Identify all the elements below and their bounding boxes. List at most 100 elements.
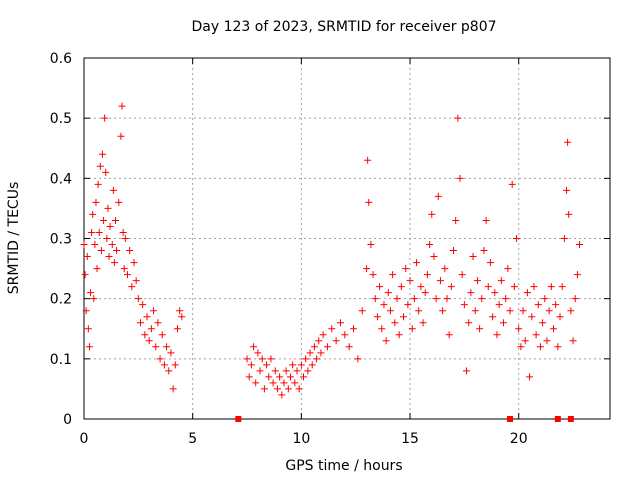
data-point	[384, 289, 392, 297]
x-tick-label: 20	[510, 431, 528, 447]
y-tick-label: 0.5	[50, 111, 72, 127]
data-point	[506, 307, 514, 315]
data-point	[302, 355, 310, 363]
data-point	[465, 319, 473, 327]
data-point	[469, 253, 477, 261]
data-point	[510, 283, 518, 291]
data-point	[91, 241, 99, 249]
x-tick-label: 5	[188, 431, 197, 447]
data-point	[476, 325, 484, 333]
data-point	[110, 259, 118, 267]
data-point	[571, 295, 579, 303]
data-point	[118, 102, 126, 110]
y-tick-label: 0.4	[50, 171, 72, 187]
data-point	[286, 373, 294, 381]
data-point	[454, 114, 462, 122]
data-point	[400, 313, 408, 321]
data-point	[452, 216, 460, 224]
data-point	[560, 235, 568, 242]
data-point	[96, 162, 104, 170]
data-point	[173, 325, 181, 333]
y-tick-label: 0.1	[50, 352, 72, 368]
data-point	[539, 319, 547, 327]
data-point	[364, 156, 372, 164]
data-point	[478, 295, 486, 303]
data-point	[336, 319, 344, 327]
data-point	[389, 271, 397, 279]
data-point	[447, 283, 455, 291]
y-tick-label: 0.3	[50, 232, 72, 248]
data-point	[380, 301, 388, 309]
data-point	[517, 343, 525, 351]
data-point	[341, 331, 349, 339]
y-tick-label: 0.2	[50, 292, 72, 308]
data-point	[367, 241, 375, 249]
gap-marker	[235, 416, 242, 422]
data-point	[549, 325, 557, 333]
data-point	[528, 313, 536, 321]
data-point	[139, 301, 147, 309]
data-point	[128, 283, 136, 291]
data-point	[150, 307, 158, 315]
data-point	[489, 313, 497, 321]
chart-title: Day 123 of 2023, SRMTID for receiver p80…	[191, 19, 496, 35]
data-point	[371, 295, 379, 303]
data-point	[499, 319, 507, 327]
data-point	[541, 295, 549, 303]
data-point	[163, 343, 171, 351]
data-point	[480, 247, 488, 255]
data-point	[415, 307, 423, 315]
data-point	[103, 235, 111, 242]
data-point	[300, 373, 308, 381]
data-point	[247, 361, 255, 369]
data-point	[82, 307, 90, 315]
data-point	[439, 307, 447, 315]
data-point	[101, 114, 109, 122]
data-point	[273, 385, 281, 393]
data-point	[267, 355, 275, 363]
data-point	[319, 331, 327, 339]
data-point	[113, 247, 121, 255]
data-point	[97, 247, 105, 255]
data-point	[493, 331, 501, 339]
data-point	[523, 289, 531, 297]
data-point	[436, 277, 444, 285]
data-point	[402, 265, 410, 273]
data-point	[115, 198, 123, 206]
data-point	[404, 301, 412, 309]
data-point	[104, 204, 112, 212]
data-point	[432, 295, 440, 303]
data-point	[271, 367, 279, 375]
data-point	[87, 289, 95, 297]
data-point	[83, 253, 91, 261]
data-point	[526, 373, 534, 381]
data-point	[406, 277, 414, 285]
data-point	[373, 313, 381, 321]
data-point	[530, 283, 538, 291]
y-axis-label: SRMTID / TECUs	[6, 182, 22, 295]
data-point	[145, 337, 153, 345]
data-point	[456, 174, 464, 182]
data-point	[130, 259, 138, 267]
data-point	[564, 138, 572, 146]
data-point	[293, 367, 301, 375]
data-point	[176, 307, 184, 315]
x-axis-label: GPS time / hours	[285, 458, 402, 474]
data-point	[513, 235, 521, 242]
data-point	[94, 180, 102, 188]
data-point	[308, 361, 316, 369]
data-point	[443, 295, 451, 303]
data-point	[304, 367, 312, 375]
y-tick-label: 0	[63, 412, 72, 428]
data-point	[567, 307, 575, 315]
data-point	[310, 343, 318, 351]
gap-markers	[235, 416, 574, 422]
data-point	[167, 349, 175, 357]
data-point	[328, 325, 336, 333]
data-point	[569, 337, 577, 345]
data-point	[397, 283, 405, 291]
data-point	[93, 265, 101, 273]
data-point	[497, 277, 505, 285]
data-point	[123, 271, 131, 279]
